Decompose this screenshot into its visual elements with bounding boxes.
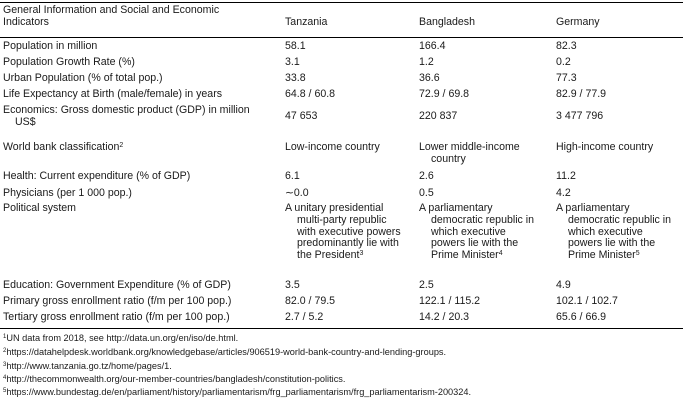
footnote: 4http://thecommonwealth.org/our-member-c… xyxy=(3,374,345,385)
cell-tanzania: Low-income country xyxy=(285,141,380,153)
header-indicators-line1: General Information and Social and Econo… xyxy=(3,4,220,16)
cell-germany: 11.2 xyxy=(556,170,576,182)
cell-germany: 77.3 xyxy=(556,72,577,84)
cell-tanzania: 3.5 xyxy=(285,279,300,291)
footnote-text: https://datahelpdesk.worldbank.org/knowl… xyxy=(6,347,447,357)
cell-tanzania: 58.1 xyxy=(285,40,306,52)
footnote-mark: 5 xyxy=(3,388,7,394)
header-tanzania: Tanzania xyxy=(285,16,328,28)
footnote-text: https://www.bundestag.de/en/parliament/h… xyxy=(6,387,472,397)
cell-line: with executive powers xyxy=(297,225,401,238)
row-label: Tertiary gross enrollment ratio (f/m per… xyxy=(3,311,230,323)
cell-bangladesh: 1.2 xyxy=(419,56,434,68)
footnote-mark: 5 xyxy=(635,250,640,258)
footnote: 2https://datahelpdesk.worldbank.org/know… xyxy=(3,347,446,358)
cell-germany: 4.9 xyxy=(556,279,571,291)
row-label: Life Expectancy at Birth (male/female) i… xyxy=(3,88,223,100)
row-label-line2: US$ xyxy=(15,115,36,128)
row-label-text: World bank classification xyxy=(3,141,120,153)
cell-line-text: the President xyxy=(297,249,360,262)
cell-bangladesh: 0.5 xyxy=(419,187,434,199)
cell-line: powers lie with the xyxy=(431,237,519,250)
cell-line: democratic republic in xyxy=(431,213,535,226)
cell-tanzania: 6.1 xyxy=(285,170,300,182)
cell-line: country xyxy=(431,152,466,165)
cell-germany: 3 477 796 xyxy=(556,110,604,122)
header-indicators-line2: Indicators xyxy=(3,15,49,28)
cell-germany: 4.2 xyxy=(556,187,571,199)
cell-bangladesh: 2.6 xyxy=(419,170,434,182)
footnote: 1UN data from 2018, see http://data.un.o… xyxy=(3,333,238,344)
footnote-mark: 3 xyxy=(3,362,7,368)
cell-tanzania: 64.8 / 60.8 xyxy=(285,88,336,100)
cell-line: powers lie with the xyxy=(568,237,656,250)
cell-germany: 82.9 / 77.9 xyxy=(556,88,607,100)
footnote-mark: 4 xyxy=(3,375,7,381)
cell-bangladesh: Lower middle-income country xyxy=(419,141,520,166)
cell-line: democratic republic in xyxy=(568,213,672,226)
cell-line-text: Prime Minister xyxy=(568,249,636,262)
cell-bangladesh: 36.6 xyxy=(419,72,440,84)
header-indicators: General Information and Social and Econo… xyxy=(3,4,220,29)
row-label: Political system xyxy=(3,202,76,214)
footnote-mark: 3 xyxy=(359,250,364,258)
cell-line: Prime Minister4 xyxy=(419,249,534,262)
cell-tanzania: 2.7 / 5.2 xyxy=(285,311,324,323)
footnote-mark: 1 xyxy=(3,334,7,340)
cell-line: predominantly lie with xyxy=(297,237,399,250)
cell-line: A parliamentary xyxy=(419,202,493,214)
footnote-mark: 4 xyxy=(498,250,503,258)
cell-line: the President3 xyxy=(285,249,401,262)
table-bottom-rule xyxy=(0,328,683,329)
header-bangladesh: Bangladesh xyxy=(419,16,475,28)
cell-tanzania: 33.8 xyxy=(285,72,306,84)
header-germany: Germany xyxy=(556,16,600,28)
cell-tanzania: A unitary presidential multi-party repub… xyxy=(285,202,401,262)
cell-germany: 0.2 xyxy=(556,56,571,68)
row-label: Economics: Gross domestic product (GDP) … xyxy=(3,104,250,129)
row-label-line1: Economics: Gross domestic product (GDP) … xyxy=(3,104,250,116)
row-label: Urban Population (% of total pop.) xyxy=(3,72,163,84)
cell-line: Prime Minister5 xyxy=(556,249,671,262)
cell-bangladesh: A parliamentary democratic republic in w… xyxy=(419,202,535,262)
footnote-text: http://thecommonwealth.org/our-member-co… xyxy=(6,374,346,384)
cell-germany: High-income country xyxy=(556,141,654,153)
cell-tanzania: ∼0.0 xyxy=(285,187,309,199)
cell-line: A unitary presidential xyxy=(285,202,384,214)
cell-bangladesh: 2.5 xyxy=(419,279,434,291)
cell-line: which executive xyxy=(431,225,506,238)
cell-bangladesh: 72.9 / 69.8 xyxy=(419,88,470,100)
cell-tanzania: 82.0 / 79.5 xyxy=(285,295,336,307)
cell-bangladesh: 166.4 xyxy=(419,40,446,52)
footnote: 5https://www.bundestag.de/en/parliament/… xyxy=(3,387,471,398)
cell-germany: 65.6 / 66.9 xyxy=(556,311,607,323)
row-label: Health: Current expenditure (% of GDP) xyxy=(3,170,191,182)
cell-bangladesh: 14.2 / 20.3 xyxy=(419,311,470,323)
footnote: 3http://www.tanzania.go.tz/home/pages/1. xyxy=(3,361,172,372)
cell-germany: A parliamentary democratic republic in w… xyxy=(556,202,672,262)
cell-germany: 82.3 xyxy=(556,40,577,52)
table-header-rule xyxy=(0,37,683,38)
footnote-text: http://www.tanzania.go.tz/home/pages/1. xyxy=(6,361,172,371)
footnote-mark: 2 xyxy=(3,348,7,354)
row-label: World bank classification2 xyxy=(3,141,124,154)
row-label: Physicians (per 1 000 pop.) xyxy=(3,187,132,199)
cell-line: Lower middle-income xyxy=(419,141,520,153)
table-top-rule xyxy=(0,2,683,3)
cell-tanzania: 47 653 xyxy=(285,110,318,122)
row-label: Population in million xyxy=(3,40,98,52)
row-label: Population Growth Rate (%) xyxy=(3,56,135,68)
cell-tanzania: 3.1 xyxy=(285,56,300,68)
cell-germany: 102.1 / 102.7 xyxy=(556,295,618,307)
row-label: Primary gross enrollment ratio (f/m per … xyxy=(3,295,232,307)
footnote-text: UN data from 2018, see http://data.un.or… xyxy=(6,333,239,343)
row-label: Education: Government Expenditure (% of … xyxy=(3,279,231,291)
cell-line-text: Prime Minister xyxy=(431,249,499,262)
cell-bangladesh: 122.1 / 115.2 xyxy=(419,295,481,307)
footnote-mark: 2 xyxy=(119,142,124,149)
cell-bangladesh: 220 837 xyxy=(419,110,458,122)
cell-line: A parliamentary xyxy=(556,202,630,214)
cell-line: which executive xyxy=(568,225,643,238)
cell-line: multi-party republic xyxy=(297,213,387,226)
